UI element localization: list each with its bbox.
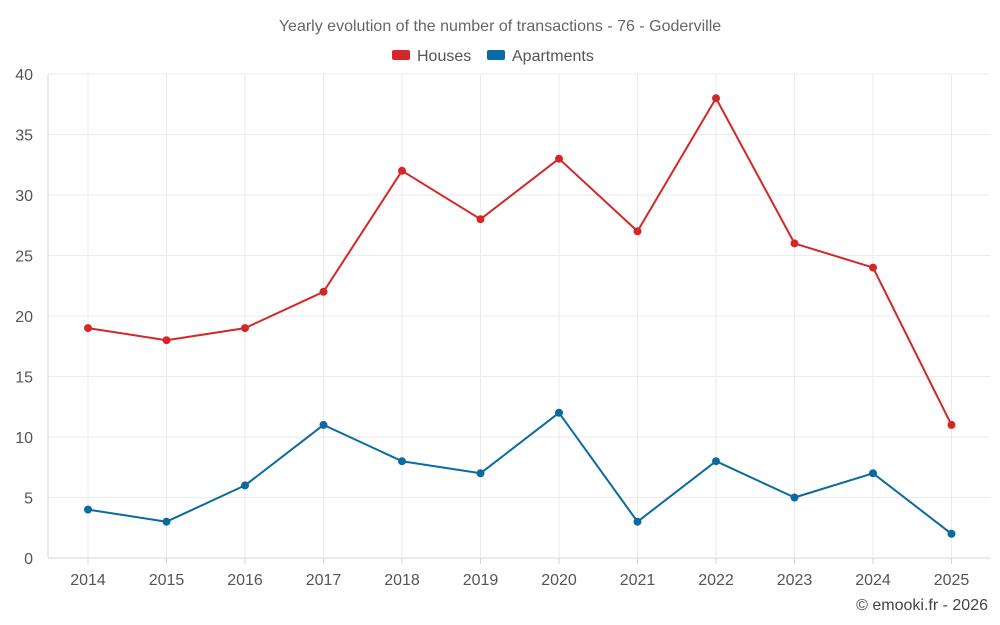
legend-label-apartments: Apartments	[512, 48, 594, 65]
series-line-apartments	[87, 411, 953, 535]
x-tick-label: 2022	[698, 572, 734, 589]
data-point-apartments	[398, 457, 406, 466]
legend: Houses Apartments	[392, 48, 594, 65]
x-tick-label: 2015	[149, 572, 185, 589]
y-tick-label: 25	[15, 249, 33, 266]
data-point-houses	[790, 239, 799, 248]
x-tick-label: 2020	[541, 572, 577, 589]
y-tick-label: 30	[15, 188, 33, 205]
data-point-houses	[84, 324, 92, 333]
x-tick-label: 2016	[227, 572, 263, 589]
data-point-apartments	[555, 408, 563, 417]
x-tick-label: 2017	[306, 572, 342, 589]
y-tick-label: 0	[24, 551, 33, 568]
data-point-apartments	[869, 469, 877, 478]
data-point-houses	[633, 227, 642, 236]
data-point-houses	[241, 324, 249, 333]
data-point-apartments	[790, 493, 799, 502]
data-point-houses	[947, 420, 956, 429]
x-tick-label: 2021	[620, 572, 656, 589]
data-point-apartments	[947, 529, 956, 538]
chart-title: Yearly evolution of the number of transa…	[279, 18, 721, 35]
legend-label-houses: Houses	[417, 48, 471, 65]
y-tick-label: 20	[15, 309, 33, 326]
data-point-houses	[555, 154, 563, 163]
x-tick-label: 2018	[384, 572, 420, 589]
series-line-houses	[87, 97, 953, 426]
data-point-houses	[398, 166, 406, 175]
data-point-apartments	[162, 517, 171, 526]
data-point-apartments	[319, 420, 328, 429]
data-point-apartments	[633, 517, 642, 526]
data-point-houses	[319, 287, 328, 296]
legend-swatch-apartments	[487, 50, 505, 60]
x-tick-label: 2023	[777, 572, 813, 589]
y-tick-label: 35	[15, 128, 33, 145]
data-point-apartments	[712, 457, 720, 466]
y-tick-label: 10	[15, 430, 33, 447]
x-tick-label: 2014	[70, 572, 106, 589]
legend-swatch-houses	[392, 50, 410, 60]
x-tick-label: 2019	[463, 572, 499, 589]
y-tick-label: 5	[24, 491, 33, 508]
credit-text: © emooki.fr - 2026	[856, 597, 988, 614]
grid	[48, 73, 990, 558]
data-point-houses	[476, 215, 485, 224]
data-point-apartments	[241, 481, 249, 490]
data-point-houses	[712, 94, 720, 103]
series	[84, 94, 956, 538]
x-tick-label: 2024	[855, 572, 891, 589]
x-tick-label: 2025	[934, 572, 970, 589]
data-point-apartments	[84, 505, 92, 514]
data-point-houses	[162, 336, 171, 345]
data-point-houses	[869, 263, 877, 272]
y-tick-label: 15	[15, 370, 33, 387]
y-tick-label: 40	[15, 67, 33, 84]
data-point-apartments	[476, 469, 485, 478]
